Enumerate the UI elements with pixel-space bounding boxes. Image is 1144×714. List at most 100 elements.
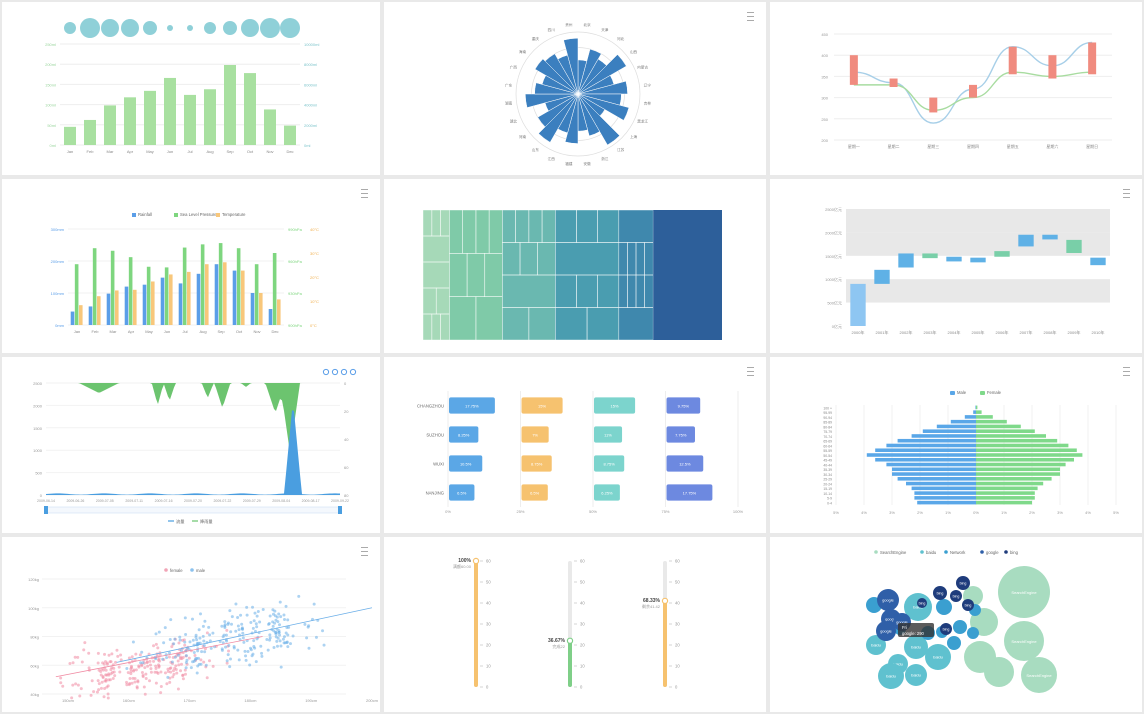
bar [104, 105, 116, 145]
point-male [224, 645, 228, 649]
y-tick-label: 400 [821, 53, 828, 58]
point-male [197, 628, 201, 632]
point-male [154, 657, 158, 661]
point-female [171, 675, 175, 679]
point-male [241, 636, 245, 640]
bubble-label: bing [960, 582, 967, 586]
bar-data-label: 7% [532, 433, 538, 438]
point-female [148, 663, 152, 667]
legend-label: bing [1010, 550, 1019, 555]
x-tick-label: 1% [1001, 510, 1007, 515]
point-female [159, 670, 163, 674]
point-female [145, 660, 149, 664]
legend-label: Sea Level Pressure [180, 212, 217, 217]
point-female [130, 681, 134, 685]
menu-icon[interactable] [1123, 367, 1130, 376]
polar-label: 河南 [519, 134, 527, 139]
bar-male [875, 448, 976, 453]
x-tick-label: Sep [226, 149, 234, 154]
y-tick-label-right2: 0°C [310, 323, 317, 328]
polar-label: 黑龙江 [637, 118, 648, 123]
point-female [128, 681, 132, 685]
y-tick-label-left: 50ml [47, 123, 56, 128]
menu-icon[interactable] [1123, 189, 1130, 198]
point-female [92, 690, 96, 694]
gauge-fill [663, 600, 667, 687]
trend-male [116, 607, 373, 663]
point-female [154, 667, 158, 671]
bar-temperature [204, 264, 209, 325]
point-male [197, 656, 201, 660]
point-female [87, 651, 91, 655]
y-tick-label-left: 100ml [45, 103, 56, 108]
point-female [87, 666, 91, 670]
bar [64, 126, 76, 145]
y-tick-label: 30-34 [823, 473, 832, 477]
point-female [106, 696, 110, 700]
y-tick-label: 80kg [30, 635, 39, 640]
bubble-label: bing [965, 604, 972, 608]
panel-waterfall: 0亿元 500亿元 1000亿元 1500亿元 2000亿元 2500亿元 2000年 200… [770, 179, 1142, 353]
y-tick-label: 65-69 [823, 440, 832, 444]
polar-bar [577, 48, 602, 95]
y-tick-label: 80-84 [823, 425, 832, 429]
point-male [307, 624, 311, 628]
point-male [268, 638, 272, 642]
point-female [159, 691, 163, 695]
point-female [108, 678, 112, 682]
legend-swatch [1004, 550, 1008, 554]
polar-label: 海南 [519, 49, 527, 54]
point-male [259, 644, 263, 648]
datazoom-handle [44, 506, 48, 514]
point-female [71, 661, 75, 665]
bar-segment [666, 484, 713, 501]
gauge-tick-label: 30 [675, 622, 680, 627]
bubble-bing [956, 576, 970, 590]
point-female [125, 680, 129, 684]
legend-swatch [980, 550, 984, 554]
bubble-label: SearchEngine [1011, 590, 1037, 595]
point-female [211, 664, 215, 668]
point-male [161, 657, 165, 661]
bar-data-label: 8.75% [531, 462, 543, 467]
x-tick-label: 2010年 [1092, 329, 1105, 335]
point-female [141, 675, 145, 679]
point-female [59, 676, 63, 680]
menu-icon[interactable] [361, 547, 368, 556]
point-male [154, 632, 158, 636]
point-female [156, 658, 160, 662]
menu-icon[interactable] [361, 189, 368, 198]
bubble-search [1021, 657, 1057, 693]
x-tick-label: May [146, 149, 154, 154]
point-male [169, 618, 173, 622]
bar-male [914, 491, 976, 495]
panel-bubble-bar: 0ml 0ml 50ml 2000ml 100ml 4000ml 150ml 6000ml 20… [2, 2, 380, 175]
point-male [276, 636, 280, 640]
point-male [179, 649, 183, 653]
point-female [225, 628, 229, 632]
bar-male [950, 419, 976, 424]
x-tick-label: 5% [833, 510, 839, 515]
point-male [166, 675, 170, 679]
menu-icon[interactable] [747, 367, 754, 376]
treemap-group [423, 210, 450, 340]
y-tick-label: 100 + [823, 406, 832, 410]
bar-sea-level-pressure [128, 257, 133, 325]
point-female [80, 660, 84, 664]
bar-rainfall [142, 284, 147, 325]
bar-female [976, 424, 1021, 429]
bar-female [976, 453, 1083, 457]
polar-label: 贵州 [565, 22, 573, 27]
point-female [155, 670, 159, 674]
chart-bubble-bar: 0ml 0ml 50ml 2000ml 100ml 4000ml 150ml 6000ml 20… [45, 18, 319, 154]
legend-swatch [132, 213, 136, 217]
legend-swatch [216, 213, 220, 217]
bar-data-label: 17.75% [465, 404, 479, 409]
gauge-tick-label: 20 [675, 643, 680, 648]
bar-data-label: 8.25% [458, 433, 470, 438]
polar-label: 上海 [630, 134, 638, 139]
point-male [229, 630, 233, 634]
menu-icon[interactable] [747, 12, 754, 21]
point-female [182, 638, 186, 642]
bar-segment [594, 484, 620, 501]
